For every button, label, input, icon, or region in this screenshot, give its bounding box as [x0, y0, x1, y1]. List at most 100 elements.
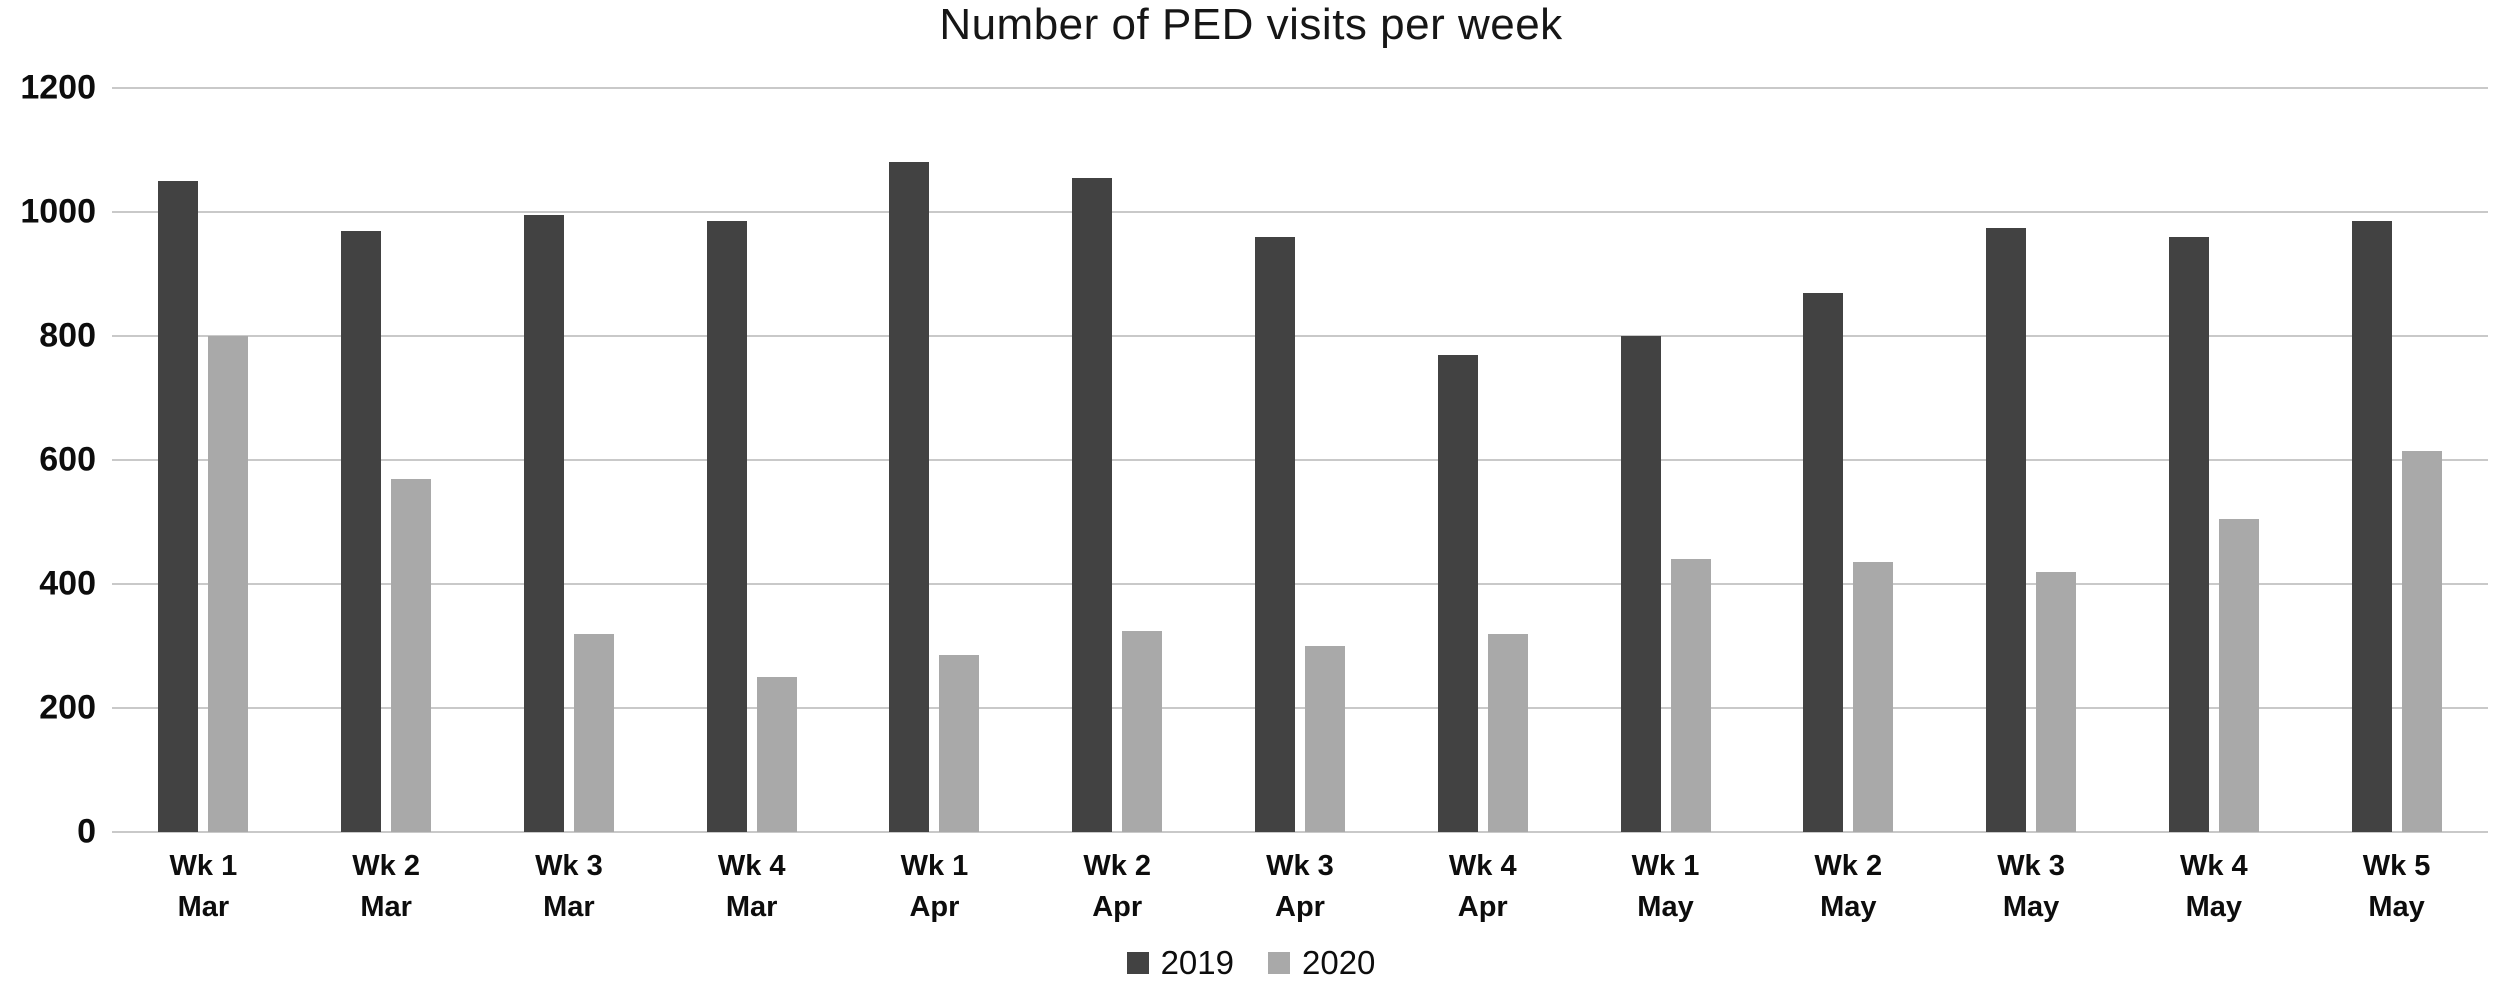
x-tick-label-wk-2-may: Wk 2 May: [1757, 846, 1940, 927]
bar-2020-wk-4-may: [2218, 518, 2259, 832]
bar-2019-wk-2-apr: [1072, 177, 1113, 832]
bar-group-wk-4-apr: [1391, 88, 1574, 832]
y-tick-label-400: 400: [39, 564, 96, 603]
bar-2019-wk-1-may: [1620, 336, 1661, 832]
x-tick-month-line: Apr: [1092, 890, 1143, 923]
x-tick-month-line: Mar: [725, 890, 778, 923]
x-tick-week-line: Wk 1: [1631, 850, 1700, 882]
bar-group-wk-1-mar: [112, 88, 295, 832]
bar-2019-wk-2-may: [1803, 292, 1844, 832]
x-tick-week-line: Wk 2: [1814, 850, 1883, 882]
legend-swatch-2019: [1126, 952, 1149, 974]
x-tick-month-line: Mar: [177, 890, 230, 923]
gridline-400: [112, 583, 2488, 585]
x-tick-week-line: Wk 3: [535, 850, 603, 882]
x-tick-label-wk-2-apr: Wk 2 Apr: [1026, 846, 1209, 927]
x-tick-label-wk-3-may: Wk 3 May: [1940, 846, 2123, 927]
bar-2020-wk-1-mar: [208, 336, 249, 832]
gridline-200: [112, 707, 2488, 709]
legend-label-2020: 2020: [1302, 944, 1376, 981]
x-tick-label-wk-4-may: Wk 4 May: [2122, 846, 2305, 927]
x-tick-label-wk-5-may: Wk 5 May: [2305, 846, 2488, 927]
bar-group-wk-4-may: [2122, 88, 2305, 832]
x-tick-label-wk-1-apr: Wk 1 Apr: [843, 846, 1026, 927]
bar-group-wk-1-may: [1574, 88, 1757, 832]
y-axis-tick-labels: 0 200 400 600 800 1000 1200: [0, 69, 96, 851]
bar-2019-wk-4-apr: [1437, 354, 1478, 832]
x-tick-month-line: Mar: [360, 890, 412, 923]
bar-2020-wk-1-apr: [939, 655, 980, 832]
bar-2020-wk-4-apr: [1487, 633, 1528, 832]
bar-group-wk-3-mar: [478, 88, 661, 832]
legend: 2019 2020: [0, 940, 2502, 986]
gridline-600: [112, 459, 2488, 461]
x-tick-month-line: May: [1820, 890, 1877, 923]
x-tick-week-line: Wk 1: [169, 850, 238, 882]
x-tick-label-wk-1-mar: Wk 1 Mar: [112, 846, 295, 927]
x-tick-month-line: May: [1637, 890, 1694, 923]
y-tick-label-200: 200: [39, 688, 96, 727]
gridline-1200: [112, 87, 2488, 89]
bar-2019-wk-4-mar: [706, 221, 747, 832]
x-tick-week-line: Wk 4: [2179, 850, 2248, 882]
x-tick-week-line: Wk 3: [1997, 850, 2065, 882]
x-tick-month-line: May: [2368, 890, 2425, 923]
x-tick-month-line: Mar: [543, 890, 595, 923]
y-tick-label-600: 600: [39, 440, 96, 479]
x-tick-week-line: Wk 4: [717, 850, 786, 882]
bar-2020-wk-2-may: [1853, 562, 1894, 832]
y-tick-label-800: 800: [39, 316, 96, 355]
x-tick-label-wk-3-apr: Wk 3 Apr: [1209, 846, 1392, 927]
gridline-1000: [112, 211, 2488, 213]
bar-group-wk-4-mar: [660, 88, 843, 832]
bar-2019-wk-3-mar: [523, 215, 564, 832]
bar-groups: [112, 88, 2488, 832]
x-tick-label-wk-3-mar: Wk 3 Mar: [478, 846, 661, 927]
y-tick-label-0: 0: [77, 812, 96, 851]
bar-2019-wk-2-mar: [341, 230, 382, 832]
x-tick-month-line: Apr: [909, 890, 960, 923]
legend-label-2019: 2019: [1160, 944, 1234, 981]
x-tick-week-line: Wk 5: [2362, 850, 2431, 882]
bar-2020-wk-2-mar: [391, 478, 432, 832]
x-tick-label-wk-1-may: Wk 1 May: [1574, 846, 1757, 927]
bar-group-wk-1-apr: [843, 88, 1026, 832]
bar-2019-wk-3-apr: [1254, 236, 1295, 832]
bar-2020-wk-4-mar: [756, 677, 797, 832]
x-tick-week-line: Wk 2: [352, 850, 420, 882]
bar-2019-wk-5-may: [2351, 221, 2392, 832]
y-tick-label-1200: 1200: [20, 68, 96, 107]
x-tick-label-wk-4-mar: Wk 4 Mar: [660, 846, 843, 927]
x-tick-month-line: Apr: [1457, 890, 1508, 923]
legend-item-2020: 2020: [1268, 944, 1375, 982]
y-tick-label-1000: 1000: [20, 192, 96, 231]
legend-swatch-2020: [1268, 952, 1290, 974]
x-tick-week-line: Wk 4: [1448, 850, 1517, 882]
x-tick-label-wk-4-apr: Wk 4 Apr: [1391, 846, 1574, 927]
bar-2020-wk-5-may: [2401, 450, 2442, 832]
bar-2019-wk-1-mar: [158, 181, 199, 832]
gridline-800: [112, 335, 2488, 337]
bar-group-wk-2-may: [1757, 88, 1940, 832]
x-tick-week-line: Wk 3: [1266, 850, 1334, 882]
bar-group-wk-3-may: [1940, 88, 2123, 832]
x-tick-week-line: Wk 2: [1083, 850, 1152, 882]
chart-title: Number of PED visits per week: [939, 0, 1563, 49]
x-tick-week-line: Wk 1: [900, 850, 969, 882]
bar-group-wk-2-apr: [1026, 88, 1209, 832]
legend-item-2019: 2019: [1126, 944, 1234, 982]
bar-2019-wk-1-apr: [889, 162, 930, 832]
bar-2020-wk-3-may: [2036, 571, 2077, 832]
bar-2020-wk-3-apr: [1304, 646, 1345, 832]
bar-group-wk-3-apr: [1209, 88, 1392, 832]
bar-2020-wk-1-may: [1670, 559, 1711, 832]
x-axis-tick-labels: Wk 1 Mar Wk 2 Mar Wk 3 Mar Wk 4 Mar Wk 1 Apr Wk 2 A…: [112, 846, 2488, 927]
bar-2020-wk-2-apr: [1122, 630, 1163, 832]
bar-2019-wk-3-may: [1986, 227, 2027, 832]
x-tick-month-line: Apr: [1275, 890, 1325, 923]
x-tick-month-line: May: [2002, 890, 2060, 923]
bar-group-wk-5-may: [2305, 88, 2488, 832]
x-tick-label-wk-2-mar: Wk 2 Mar: [295, 846, 478, 927]
x-tick-month-line: May: [2185, 890, 2243, 923]
